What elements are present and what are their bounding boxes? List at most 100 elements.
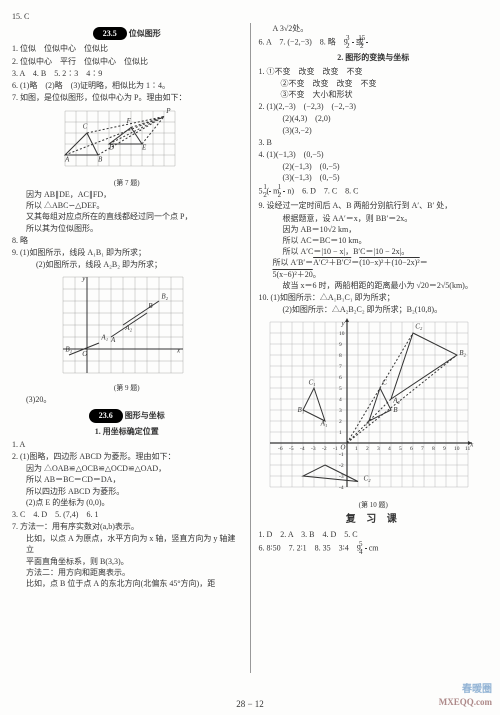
svg-text:A: A <box>64 156 70 164</box>
svg-text:B₂: B₂ <box>161 293 168 301</box>
pill-235: 23.5 <box>93 27 127 40</box>
svg-text:C: C <box>82 123 87 131</box>
svg-text:B: B <box>148 303 153 311</box>
r2-3: ③不变 大小和形状 <box>259 89 489 100</box>
svg-text:C₂: C₂ <box>363 475 371 483</box>
svg-text:-1: -1 <box>339 452 344 458</box>
svg-text:D: D <box>108 144 114 152</box>
svg-text:B: B <box>393 407 398 415</box>
pill-236: 23.6 <box>89 409 123 422</box>
svg-text:-4: -4 <box>300 446 305 452</box>
svg-text:7: 7 <box>339 364 342 370</box>
svg-text:6: 6 <box>339 375 342 381</box>
svg-text:B₂: B₂ <box>459 349 466 357</box>
figure-7: ABCDEFP <box>57 106 197 176</box>
svg-text:9: 9 <box>443 446 446 452</box>
r2-5: (2)(4,3) (2,0) <box>259 113 489 124</box>
l236-1: 1. A <box>12 439 242 450</box>
figure-7-caption: (第 7 题) <box>12 179 242 189</box>
svg-text:B₁: B₁ <box>65 346 72 354</box>
svg-text:y: y <box>81 275 86 283</box>
svg-text:5: 5 <box>339 386 342 392</box>
l236-9: 比如，以点 A 为原点，水平方向为 x 轴，竖直方向为 y 轴建立 <box>12 533 242 555</box>
l236-5: 所以四边形 ABCD 为菱形。 <box>12 486 242 497</box>
a7-6: 9. (1)如图所示，线段 A₁B₁ 即为所求； <box>12 247 242 258</box>
left-column: 23.5 位似图形 1. 位似 位似中心 位似比 2. 位似中心 平行 位似中心… <box>12 23 242 673</box>
column-divider <box>250 23 251 673</box>
figure-10-caption: (第 10 题) <box>259 501 489 511</box>
r2-13: 根据题意，设 AA′＝x，则 BB′＝2x。 <box>259 213 489 224</box>
a7-7: (2)如图所示，线段 A₂B₂ 即为所求； <box>12 259 242 270</box>
r2-12: 9. 设经过一定时间后 A、B 两船分别航行到 A′、B′ 处， <box>259 200 489 211</box>
svg-text:P: P <box>165 108 171 116</box>
svg-text:3: 3 <box>377 446 380 452</box>
r2-4: 2. (1)(2,−3) (−2,3) (−2,−3) <box>259 101 489 112</box>
svg-text:4: 4 <box>339 397 342 403</box>
l236-6: (2)点 E 的坐标为 (0,0)。 <box>12 497 242 508</box>
sub-236-2: 2. 图形的变换与坐标 <box>259 52 489 63</box>
svg-text:F: F <box>125 117 131 125</box>
figure-9: OABA₁B₁A₂B₂xy <box>57 273 197 381</box>
l236-7: 3. C 4. D 5. (7,4) 6. 1 <box>12 509 242 520</box>
svg-text:O: O <box>82 351 87 359</box>
l235-3: 3. A 4. B 5. 2∶3 4∶9 <box>12 68 242 79</box>
r2-15: 所以 AC＝BC＝10 km。 <box>259 235 489 246</box>
a7-4: 所以其为位似图形。 <box>12 223 242 234</box>
l235-4: 6. (1)略 (2)略 (3)证明略，相似比为 1∶4。 <box>12 80 242 91</box>
svg-text:7: 7 <box>421 446 424 452</box>
r2-19: 故当 x＝6 时，两船相距的距离最小为 √20＝2√5(km)。 <box>259 280 489 291</box>
svg-text:A₂: A₂ <box>392 397 400 405</box>
svg-text:5: 5 <box>399 446 402 452</box>
fuxi-2: 6. 8∶50 7. 2∶1 8. 35 3∶4 9. 54 cm <box>259 541 489 556</box>
svg-text:2: 2 <box>366 446 369 452</box>
r2-17: 所以 A′B′＝A′C²＋B′C²＝(10−x)²＋(10−2x)²＝ <box>259 257 489 268</box>
page-footer: 28 − 12 <box>0 698 500 711</box>
page-columns: 23.5 位似图形 1. 位似 位似中心 位似比 2. 位似中心 平行 位似中心… <box>12 23 488 673</box>
svg-text:10: 10 <box>454 446 460 452</box>
svg-text:2: 2 <box>339 419 342 425</box>
svg-text:3: 3 <box>339 408 342 414</box>
svg-text:4: 4 <box>388 446 391 452</box>
section-235-header: 23.5 位似图形 <box>12 27 242 40</box>
right-column: A 3√2处。 6. A 7. (−2,−3) 8. 略 9. 32 或 152… <box>259 23 489 673</box>
svg-text:B: B <box>98 156 103 164</box>
r2-9: (2)(−1,3) (0,−5) <box>259 161 489 172</box>
l236-8: 7. 方法一：用有序实数对(a,b)表示。 <box>12 521 242 532</box>
l236-11: 方法二：用方向和距离表示。 <box>12 567 242 578</box>
fuxi-title: 复 习 课 <box>259 513 489 527</box>
a7-1: 因为 AB∥DE，AC∥FD， <box>12 189 242 200</box>
rtop-1: A 3√2处。 <box>259 23 489 34</box>
l236-10: 平面直角坐标系，则 B(3,3)。 <box>12 556 242 567</box>
svg-text:A₁: A₁ <box>100 334 108 342</box>
svg-text:B₁: B₁ <box>297 407 304 415</box>
svg-text:-5: -5 <box>289 446 294 452</box>
svg-text:y: y <box>340 320 345 328</box>
svg-text:A: A <box>364 420 370 428</box>
svg-text:1: 1 <box>355 446 358 452</box>
l235-5: 7. 如图，是位似图形，位似中心为 P。理由如下： <box>12 92 242 103</box>
r2-16: 所以 A′C＝|10 − x|，B′C＝|10 − 2x|。 <box>259 246 489 257</box>
figure-9-caption: (第 9 题) <box>12 384 242 394</box>
svg-text:-3: -3 <box>339 474 344 480</box>
r2-6: (3)(3,−2) <box>259 125 489 136</box>
svg-text:10: 10 <box>339 331 345 337</box>
l236-3: 因为 △OAB≌△OCB≌△OCD≌△OAD， <box>12 463 242 474</box>
r2-18: 5(x−6)²＋20。 <box>259 269 489 280</box>
r2-20: 10. (1)如图所示：△A₁B₁C₁ 即为所求； <box>259 292 489 303</box>
svg-text:-1: -1 <box>333 446 338 452</box>
r2-11: 5. (12 m, 12 n) 6. D 7. C 8. C <box>259 184 489 199</box>
rtop-2: 6. A 7. (−2,−3) 8. 略 9. 32 或 152 <box>259 35 489 50</box>
svg-text:A₁: A₁ <box>319 420 327 428</box>
section-236-header: 23.6 图形与坐标 <box>12 409 242 422</box>
svg-text:A₂: A₂ <box>124 324 132 332</box>
r2-21: (2)如图所示：△A₂B₂C₂ 即为所求；B₂(10,8)。 <box>259 304 489 315</box>
svg-text:8: 8 <box>339 353 342 359</box>
r2-14: 因为 AB＝10√2 km， <box>259 224 489 235</box>
svg-text:1: 1 <box>339 430 342 436</box>
svg-text:-6: -6 <box>278 446 283 452</box>
l236-2: 2. (1)图略，四边形 ABCD 为菱形。理由如下： <box>12 451 242 462</box>
fuxi-1: 1. D 2. A 3. B 4. D 5. C <box>259 529 489 540</box>
r2-7: 3. B <box>259 137 489 148</box>
svg-text:8: 8 <box>432 446 435 452</box>
l235-1: 1. 位似 位似中心 位似比 <box>12 43 242 54</box>
